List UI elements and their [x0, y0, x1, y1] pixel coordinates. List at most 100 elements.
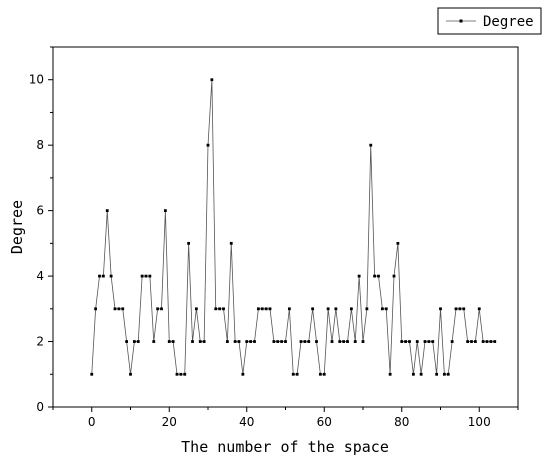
data-point	[129, 372, 132, 376]
data-point	[334, 307, 338, 311]
data-point	[291, 372, 295, 376]
data-point	[125, 340, 129, 343]
y-tick-label-5: 10	[29, 73, 44, 87]
data-point	[175, 372, 179, 376]
data-point	[349, 307, 353, 311]
data-point	[264, 307, 268, 311]
y-tick-label-4: 8	[36, 138, 44, 152]
x-tick-label-0: 0	[88, 415, 96, 429]
data-point	[117, 307, 121, 311]
data-point	[140, 274, 144, 278]
data-point	[342, 340, 346, 343]
data-point	[113, 307, 117, 311]
data-point	[148, 274, 152, 278]
data-point	[295, 372, 299, 376]
data-point	[427, 340, 431, 343]
data-point	[280, 340, 284, 343]
x-tick-label-1: 20	[162, 415, 177, 429]
data-point	[489, 340, 493, 343]
data-point	[369, 143, 373, 147]
series-markers-degree	[90, 78, 497, 376]
plot-frame	[52, 46, 519, 408]
data-point	[377, 274, 380, 278]
data-point	[268, 307, 272, 311]
data-point	[435, 372, 439, 376]
data-point	[171, 340, 175, 343]
data-point	[179, 372, 183, 376]
data-point	[237, 340, 241, 343]
data-point	[233, 340, 237, 343]
data-point	[187, 241, 191, 245]
data-point	[222, 307, 225, 311]
data-point	[439, 307, 442, 311]
y-tick-label-1: 2	[36, 335, 44, 349]
data-point	[132, 340, 136, 343]
data-point	[183, 372, 187, 376]
data-point	[357, 274, 361, 278]
data-point	[431, 340, 435, 343]
data-point	[121, 307, 125, 311]
data-point	[284, 340, 287, 343]
y-tick-label-3: 6	[36, 204, 44, 218]
x-axis-title: The number of the space	[181, 438, 389, 456]
x-tick-label-3: 60	[317, 415, 332, 429]
data-point	[318, 372, 322, 376]
data-point	[152, 340, 156, 343]
data-point	[311, 307, 315, 311]
data-point	[346, 340, 349, 343]
data-point	[144, 274, 148, 278]
data-point	[109, 274, 113, 278]
axis-ticks	[48, 46, 519, 412]
data-point	[299, 340, 303, 343]
data-point	[98, 274, 101, 278]
data-point	[330, 340, 334, 343]
data-point	[408, 340, 411, 343]
data-point	[253, 340, 256, 343]
y-tick-label-2: 4	[36, 269, 44, 283]
data-point	[194, 307, 198, 311]
data-point	[384, 307, 388, 311]
data-point	[229, 241, 233, 245]
data-point	[191, 340, 194, 343]
data-point	[206, 143, 210, 147]
data-point	[225, 340, 229, 343]
data-point	[156, 307, 160, 311]
data-point	[473, 340, 477, 343]
series-line-degree	[91, 79, 495, 375]
x-tick-label-4: 80	[394, 415, 409, 429]
data-point	[470, 340, 473, 343]
data-point	[260, 307, 264, 311]
data-point	[315, 340, 318, 343]
data-point	[218, 307, 222, 311]
data-point	[249, 340, 253, 343]
legend-marker	[459, 19, 463, 23]
data-point	[353, 340, 357, 343]
data-point	[458, 307, 462, 311]
data-point	[400, 340, 404, 343]
data-point	[101, 274, 105, 278]
data-point	[361, 340, 365, 343]
data-point	[214, 307, 218, 311]
data-point	[326, 307, 330, 311]
data-point	[404, 340, 408, 343]
data-point	[365, 307, 369, 311]
data-point	[442, 372, 446, 376]
data-point	[373, 274, 377, 278]
data-point	[160, 307, 163, 311]
data-point	[276, 340, 280, 343]
data-point	[481, 340, 485, 343]
data-point	[210, 78, 214, 82]
data-point	[446, 372, 450, 376]
data-point	[94, 307, 98, 311]
x-tick-label-2: 40	[239, 415, 254, 429]
data-point	[477, 307, 481, 311]
axis-tick-labels: 0 20 40 60 80 100 0 2 4 6 8 10	[29, 73, 491, 429]
data-point	[198, 340, 202, 343]
data-point	[322, 372, 326, 376]
data-point	[466, 340, 470, 343]
data-point	[396, 241, 400, 245]
legend-label: Degree	[483, 14, 534, 30]
data-point	[202, 340, 206, 343]
data-point	[105, 209, 109, 213]
